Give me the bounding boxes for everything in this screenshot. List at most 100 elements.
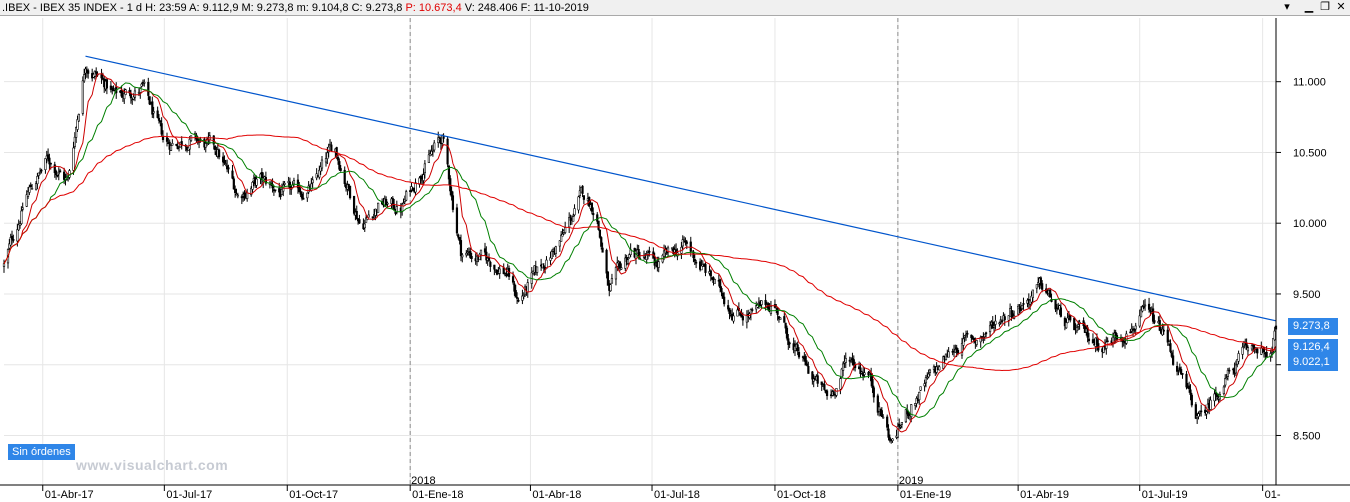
candle-body	[1030, 295, 1033, 303]
candle-body	[871, 379, 874, 389]
candle-body	[140, 83, 143, 87]
candle-body	[48, 157, 51, 165]
candle-body	[609, 284, 612, 292]
candle-body	[870, 373, 873, 382]
candle-body	[1204, 409, 1207, 414]
candle-body	[1214, 392, 1217, 396]
candle-body	[928, 369, 932, 373]
candle-body	[223, 159, 226, 164]
candle-body	[850, 360, 853, 362]
candle-body	[745, 315, 748, 323]
candle-body	[1133, 328, 1136, 331]
minimize-icon[interactable]: ▁	[1304, 1, 1314, 13]
restore-icon[interactable]: ❐	[1320, 1, 1330, 13]
candle-body	[1147, 303, 1151, 310]
candle-body	[204, 143, 207, 148]
candle-body	[227, 167, 230, 170]
candle-body	[1049, 290, 1052, 298]
candle-body	[318, 169, 321, 178]
candle-body	[105, 79, 108, 89]
candle-body	[405, 191, 408, 201]
candle-body	[1142, 306, 1145, 308]
candle-body	[1065, 322, 1068, 329]
candle-body	[1213, 393, 1216, 402]
y-tick-label: 9.500	[1293, 289, 1321, 301]
candle-body	[816, 375, 819, 384]
candle-body	[493, 264, 496, 270]
candle-body	[898, 423, 901, 426]
candle-body	[55, 170, 58, 176]
candle-body	[592, 213, 595, 216]
candle-body	[896, 426, 899, 438]
candle-body	[470, 256, 473, 259]
candle-body	[1170, 352, 1173, 357]
candle-body	[83, 74, 86, 82]
candle-body	[1143, 304, 1147, 307]
candle-body	[418, 177, 421, 185]
candle-body	[999, 319, 1002, 322]
candle-body	[34, 183, 38, 190]
candle-body	[975, 340, 978, 345]
candle-body	[513, 283, 516, 292]
candle-body	[1134, 325, 1137, 330]
candle-body	[148, 96, 151, 105]
candle-body	[38, 171, 42, 174]
candle-body	[891, 438, 894, 442]
x-tick-label: 01-Ene-18	[412, 489, 463, 501]
candle-body	[1087, 338, 1091, 342]
candle-body	[642, 255, 646, 258]
candle-body	[330, 144, 333, 152]
candle-body	[886, 416, 889, 428]
candle-body	[302, 197, 305, 200]
candle-body	[741, 316, 744, 321]
low-price-tag: 9.022,1	[1288, 353, 1338, 371]
dropdown-icon[interactable]: ▾	[1284, 1, 1290, 13]
candle-body	[616, 262, 619, 267]
candle-body	[234, 188, 237, 193]
timeframe-label: 1 d	[126, 2, 146, 14]
candle-body	[402, 202, 405, 205]
candle-body	[77, 114, 80, 122]
candle-body	[841, 363, 845, 371]
x-tick-label: 01-Abr-17	[45, 489, 94, 501]
candle-body	[123, 93, 126, 100]
candle-body	[964, 333, 968, 336]
candle-body	[100, 74, 103, 79]
candle-body	[68, 170, 71, 178]
candle-body	[236, 194, 239, 197]
hour-value: H: 23:59	[145, 2, 190, 14]
y-tick-label: 10.000	[1293, 218, 1327, 230]
candle-body	[1273, 330, 1276, 341]
candle-body	[956, 350, 960, 354]
candle-body	[872, 387, 875, 398]
candle-body	[1198, 411, 1201, 414]
candle-body	[377, 202, 380, 213]
candle-body	[1077, 324, 1080, 327]
candle-body	[151, 101, 154, 115]
candle-body	[363, 223, 366, 229]
candle-body	[1073, 317, 1076, 331]
candle-body	[720, 287, 723, 292]
candle-body	[358, 219, 361, 224]
candle-body	[514, 290, 517, 298]
candle-body	[1189, 389, 1192, 395]
candle-body	[573, 208, 576, 216]
candle-body	[844, 358, 847, 363]
candle-body	[736, 309, 739, 317]
trendline-layer[interactable]	[85, 55, 1277, 322]
candle-body	[423, 163, 426, 174]
candle-body	[963, 335, 966, 338]
close-icon[interactable]: ✕	[1336, 1, 1346, 13]
candle-body	[411, 187, 414, 191]
candle-body	[442, 136, 445, 139]
trendline[interactable]	[85, 55, 1277, 322]
candle-body	[805, 363, 809, 366]
price-chart[interactable]: 8.5009.0009.50010.00010.50011.00001-Abr-…	[0, 16, 1350, 502]
candle-body	[478, 253, 481, 261]
candle-body	[984, 332, 988, 335]
candle-body	[1021, 305, 1024, 309]
order-status-badge[interactable]: Sin órdenes	[8, 444, 75, 460]
candle-body	[793, 346, 797, 352]
candle-body	[785, 327, 789, 339]
candle-body	[26, 191, 30, 197]
